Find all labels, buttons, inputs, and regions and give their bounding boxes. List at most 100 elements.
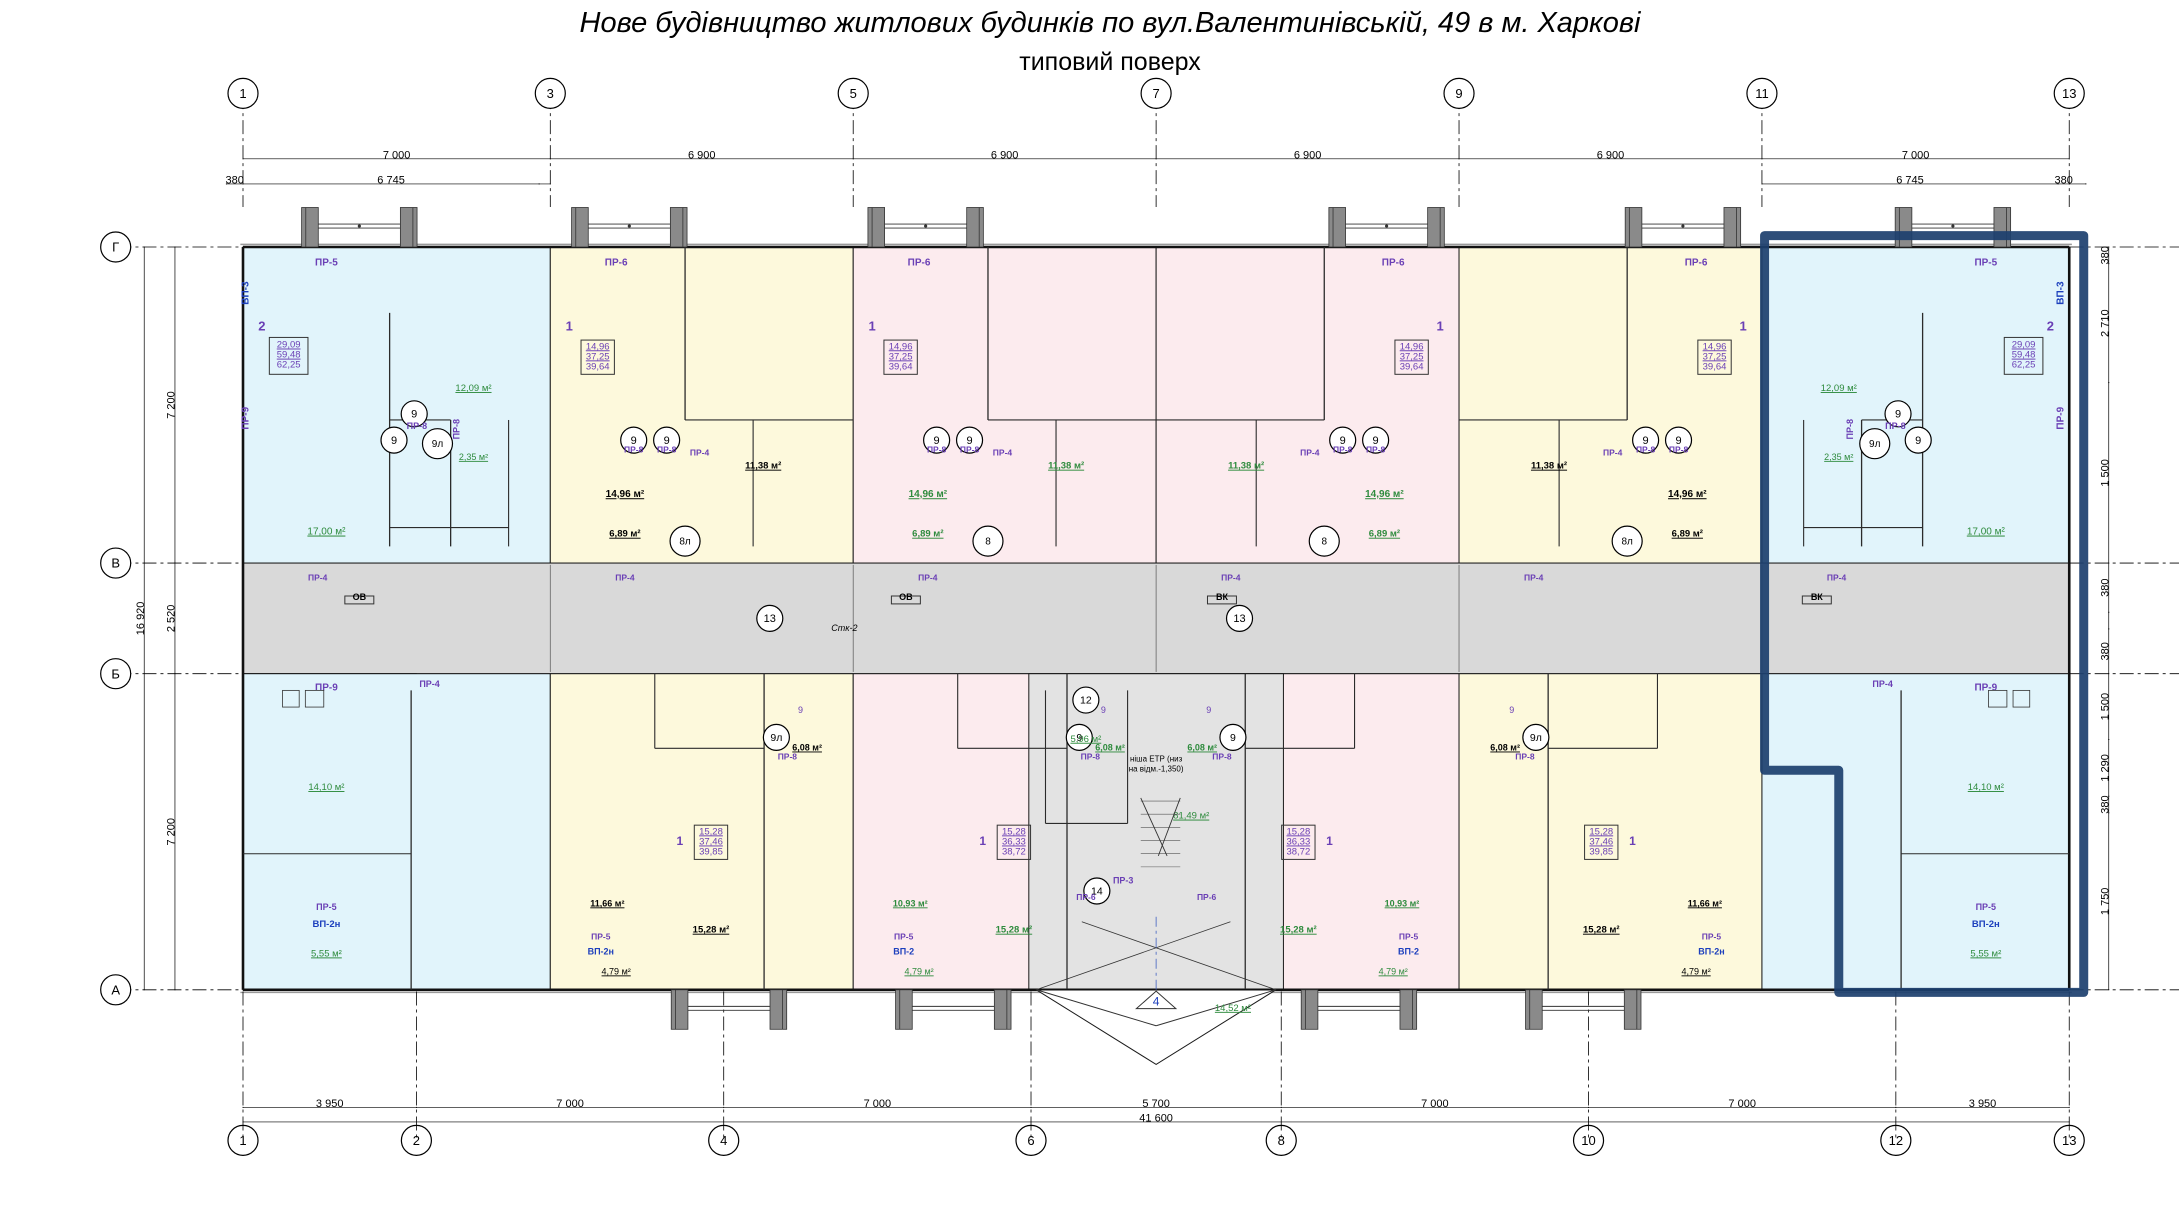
svg-text:9: 9 — [411, 409, 417, 421]
svg-text:15,28 м²: 15,28 м² — [1280, 925, 1317, 936]
svg-text:8л: 8л — [1621, 537, 1633, 548]
svg-text:9л: 9л — [432, 439, 444, 450]
svg-text:6 900: 6 900 — [1294, 150, 1322, 162]
svg-text:ВК: ВК — [1216, 592, 1228, 602]
svg-text:17,00 м²: 17,00 м² — [307, 527, 346, 538]
svg-text:9: 9 — [1509, 705, 1514, 715]
svg-text:4,79 м²: 4,79 м² — [1681, 966, 1710, 976]
svg-text:ОВ: ОВ — [353, 592, 367, 602]
svg-text:11,38 м²: 11,38 м² — [1228, 461, 1264, 472]
svg-text:2: 2 — [258, 318, 265, 333]
svg-text:1: 1 — [1326, 834, 1333, 848]
svg-text:15,28 м²: 15,28 м² — [1583, 925, 1620, 936]
svg-text:12: 12 — [1080, 695, 1092, 707]
svg-text:1: 1 — [1437, 318, 1444, 333]
svg-text:13: 13 — [1233, 613, 1245, 625]
svg-text:4: 4 — [1153, 995, 1160, 1009]
svg-text:6,89 м²: 6,89 м² — [1672, 529, 1703, 540]
svg-text:ПР-9: ПР-9 — [241, 406, 252, 429]
svg-text:13: 13 — [2062, 86, 2076, 101]
svg-text:6,89 м²: 6,89 м² — [912, 529, 943, 540]
svg-text:13: 13 — [764, 613, 776, 625]
svg-text:1: 1 — [1629, 834, 1636, 848]
svg-text:11,38 м²: 11,38 м² — [1048, 461, 1084, 472]
svg-text:Нове будівництво житлових буди: Нове будівництво житлових будинків по ву… — [580, 7, 1642, 39]
svg-text:ПР-5: ПР-5 — [316, 902, 336, 912]
svg-text:Б: Б — [111, 666, 120, 681]
svg-text:9: 9 — [798, 705, 803, 715]
svg-text:ОВ: ОВ — [899, 592, 913, 602]
svg-text:6 745: 6 745 — [377, 175, 405, 187]
svg-text:ПР-8: ПР-8 — [1669, 444, 1689, 454]
svg-text:ПР-4: ПР-4 — [1524, 573, 1544, 583]
svg-text:1: 1 — [868, 318, 875, 333]
svg-text:ПР-8: ПР-8 — [657, 444, 677, 454]
svg-text:14,10 м²: 14,10 м² — [308, 782, 344, 793]
svg-text:ВП-2: ВП-2 — [1398, 947, 1419, 957]
svg-text:11,38 м²: 11,38 м² — [745, 461, 781, 472]
svg-text:8: 8 — [985, 537, 991, 548]
svg-text:15,28 м²: 15,28 м² — [693, 925, 730, 936]
svg-text:9: 9 — [391, 435, 397, 447]
svg-text:9: 9 — [1101, 705, 1106, 715]
svg-text:380: 380 — [2099, 795, 2111, 813]
svg-text:39,85: 39,85 — [699, 847, 723, 858]
svg-text:ПР-8: ПР-8 — [1212, 751, 1232, 761]
svg-text:7 200: 7 200 — [166, 391, 178, 419]
svg-text:3 950: 3 950 — [316, 1098, 344, 1110]
svg-text:5 700: 5 700 — [1142, 1098, 1170, 1110]
svg-text:ПР-4: ПР-4 — [690, 448, 710, 458]
svg-text:ПР-8: ПР-8 — [451, 419, 461, 439]
svg-text:6,89 м²: 6,89 м² — [609, 529, 640, 540]
svg-text:41 600: 41 600 — [1139, 1113, 1173, 1125]
svg-text:1 750: 1 750 — [2099, 888, 2111, 916]
svg-text:7 000: 7 000 — [1421, 1098, 1449, 1110]
svg-text:ВП-2н: ВП-2н — [312, 919, 340, 930]
svg-text:16 920: 16 920 — [135, 602, 147, 636]
svg-text:4,79 м²: 4,79 м² — [1379, 966, 1408, 976]
svg-text:ПР-8: ПР-8 — [1366, 444, 1386, 454]
svg-text:14,52 м²: 14,52 м² — [1215, 1003, 1251, 1014]
svg-text:9: 9 — [1206, 705, 1211, 715]
svg-text:7 000: 7 000 — [1902, 150, 1930, 162]
svg-text:Г: Г — [112, 240, 119, 255]
svg-text:62,25: 62,25 — [277, 360, 301, 371]
svg-text:9л: 9л — [1530, 732, 1542, 744]
svg-text:ПР-6: ПР-6 — [1382, 257, 1405, 268]
svg-text:ПР-6: ПР-6 — [1197, 892, 1217, 902]
svg-text:6,89 м²: 6,89 м² — [1369, 529, 1400, 540]
svg-text:ВП-3: ВП-3 — [2056, 281, 2067, 305]
svg-text:ПР-6: ПР-6 — [908, 257, 931, 268]
svg-text:11,66 м²: 11,66 м² — [590, 898, 624, 908]
svg-text:ПР-6: ПР-6 — [1076, 892, 1096, 902]
svg-text:ПР-5: ПР-5 — [1399, 931, 1419, 941]
svg-text:11: 11 — [1755, 86, 1769, 101]
svg-text:1: 1 — [566, 318, 573, 333]
svg-text:10,93 м²: 10,93 м² — [893, 898, 928, 908]
svg-text:9л: 9л — [1869, 439, 1881, 450]
svg-text:ПР-9: ПР-9 — [2056, 406, 2067, 429]
svg-text:14,10 м²: 14,10 м² — [1968, 782, 2004, 793]
svg-text:6 900: 6 900 — [1597, 150, 1625, 162]
svg-text:5,96 м²: 5,96 м² — [1070, 734, 1101, 745]
svg-text:ПР-8: ПР-8 — [1081, 751, 1101, 761]
svg-text:ПР-4: ПР-4 — [419, 679, 439, 689]
svg-text:2,35 м²: 2,35 м² — [459, 452, 488, 462]
svg-text:12,09 м²: 12,09 м² — [455, 383, 491, 394]
svg-text:14,96 м²: 14,96 м² — [606, 489, 645, 500]
svg-text:1 500: 1 500 — [2099, 459, 2111, 487]
svg-text:38,72: 38,72 — [1286, 847, 1310, 858]
svg-text:ПР-8: ПР-8 — [960, 444, 980, 454]
svg-text:39,85: 39,85 — [1589, 847, 1613, 858]
svg-text:ПР-5: ПР-5 — [894, 931, 914, 941]
svg-text:4,79 м²: 4,79 м² — [602, 966, 631, 976]
svg-text:ПР-5: ПР-5 — [591, 931, 611, 941]
svg-text:14,96 м²: 14,96 м² — [1365, 489, 1404, 500]
svg-text:ПР-4: ПР-4 — [1827, 573, 1847, 583]
svg-text:9: 9 — [1230, 732, 1236, 744]
svg-text:12,09 м²: 12,09 м² — [1821, 383, 1857, 394]
svg-text:типовий поверх: типовий поверх — [1019, 48, 1201, 76]
svg-text:ВП-3: ВП-3 — [241, 281, 252, 305]
svg-text:3: 3 — [547, 86, 554, 101]
svg-text:9: 9 — [1455, 86, 1462, 101]
